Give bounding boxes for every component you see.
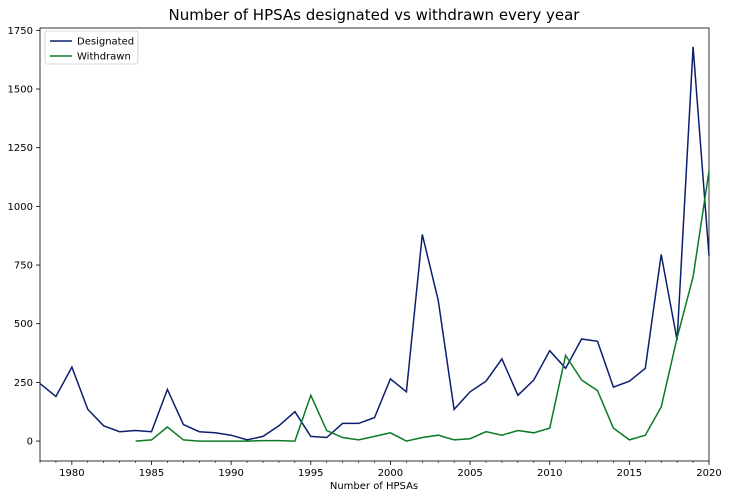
y-tick-label: 1000 (8, 202, 33, 213)
x-tick-label: 1980 (59, 468, 84, 479)
series-layer (39, 46, 710, 442)
x-tick-label: 2010 (537, 468, 562, 479)
y-tick-label: 500 (14, 319, 33, 330)
series-line-withdrawn (135, 171, 710, 442)
plot-area: 1980 1985 1990 1995 2000 2005 2010 2015 2020 0 25… (8, 26, 722, 479)
x-tick-label: 1990 (218, 468, 243, 479)
x-tick-label: 2020 (696, 468, 721, 479)
y-tick-label: 250 (14, 378, 33, 389)
y-tick-label: 1250 (8, 143, 33, 154)
y-tick-label: 1750 (8, 26, 33, 37)
series-line-designated (39, 46, 710, 441)
x-tick-label: 2000 (378, 468, 403, 479)
legend: Designated Withdrawn (44, 30, 139, 65)
x-axis: 1980 1985 1990 1995 2000 2005 2010 2015 2020 (39, 461, 722, 479)
y-tick-label: 1500 (8, 85, 33, 96)
x-axis-label: Number of HPSAs (330, 481, 418, 492)
y-axis: 0 250 500 750 1000 1250 1500 1750 (8, 26, 40, 448)
plot-frame (39, 27, 710, 462)
x-tick-label: 1985 (139, 468, 164, 479)
y-tick-label: 0 (27, 437, 33, 448)
chart-title: Number of HPSAs designated vs withdrawn … (169, 6, 581, 24)
legend-label-designated: Designated (77, 37, 134, 48)
x-tick-label: 2005 (457, 468, 482, 479)
y-tick-label: 750 (14, 261, 33, 272)
x-tick-label: 2015 (617, 468, 642, 479)
x-tick-label: 1995 (298, 468, 323, 479)
legend-label-withdrawn: Withdrawn (77, 52, 131, 63)
